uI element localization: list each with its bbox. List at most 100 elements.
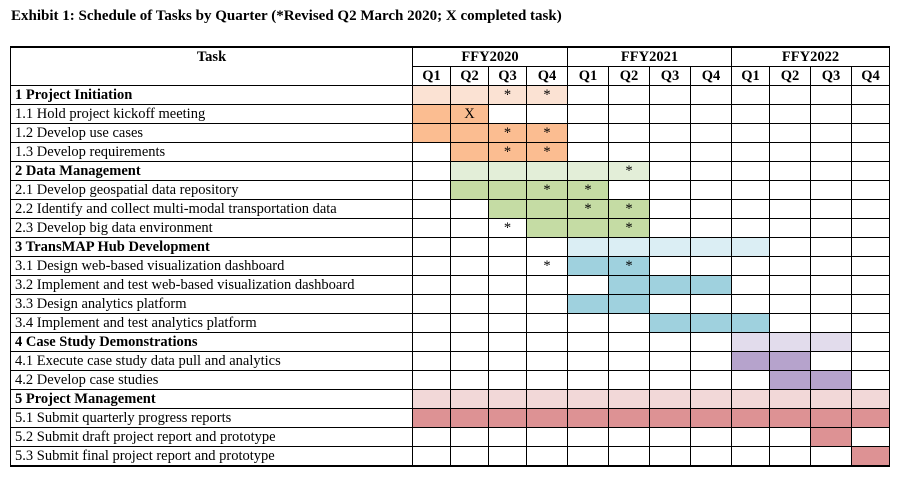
- quarter-cell: [488, 161, 527, 181]
- quarter-cell: [649, 85, 691, 105]
- quarter-cell: [810, 218, 852, 238]
- task-name: 5.2 Submit draft project report and prot…: [10, 427, 413, 447]
- task-name: 1.1 Hold project kickoff meeting: [10, 104, 413, 124]
- quarter-cell: [412, 161, 451, 181]
- quarter-cell: [488, 389, 527, 409]
- quarter-cell: [769, 161, 811, 181]
- quarter-cell: [450, 123, 489, 143]
- table-row: 2.1 Develop geospatial data repository * *: [10, 180, 890, 200]
- task-name: 5 Project Management: [10, 389, 413, 409]
- quarter-cell: [450, 370, 489, 390]
- exhibit-title: Exhibit 1: Schedule of Tasks by Quarter …: [11, 8, 562, 24]
- quarter-cell: [690, 123, 732, 143]
- quarter-cell: *: [567, 199, 609, 219]
- quarter-cell: [769, 180, 811, 200]
- quarter-cell: [851, 161, 890, 181]
- task-name: 4 Case Study Demonstrations: [10, 332, 413, 352]
- quarter-cell: [769, 256, 811, 276]
- quarter-cell: [526, 389, 568, 409]
- quarter-cell: [608, 142, 650, 162]
- quarter-cell: *: [526, 256, 568, 276]
- quarter-cell: [769, 237, 811, 257]
- quarter-cell: *: [567, 180, 609, 200]
- table-row: 3.4 Implement and test analytics platfor…: [10, 313, 890, 333]
- quarter-cell: [412, 427, 451, 447]
- quarter-cell: [412, 218, 451, 238]
- quarter-cell: [690, 237, 732, 257]
- quarter-cell: *: [608, 161, 650, 181]
- quarter-cell: [810, 427, 852, 447]
- quarter-cell: [526, 275, 568, 295]
- quarter-cell: [567, 427, 609, 447]
- quarter-cell: [810, 85, 852, 105]
- task-name: 3.2 Implement and test web-based visuali…: [10, 275, 413, 295]
- schedule-table: Task FFY2020 FFY2021 FFY2022 Q1 Q2 Q3 Q4…: [10, 46, 890, 467]
- quarter-cell: [690, 446, 732, 467]
- quarter-cell: [450, 408, 489, 428]
- quarter-cell: [851, 332, 890, 352]
- quarter-cell: [690, 256, 732, 276]
- quarter-cell: [608, 370, 650, 390]
- quarter-cell: [851, 389, 890, 409]
- table-row: 2 Data Management *: [10, 161, 890, 181]
- quarter-cell: [412, 199, 451, 219]
- quarter-cell: [851, 408, 890, 428]
- quarter-cell: [690, 218, 732, 238]
- quarter-cell: [649, 294, 691, 314]
- quarter-cell: [649, 427, 691, 447]
- quarter-cell: [731, 199, 770, 219]
- quarter-cell: [567, 85, 609, 105]
- quarter-cell: [731, 218, 770, 238]
- quarter-cell: [769, 313, 811, 333]
- quarter-cell: [412, 351, 451, 371]
- quarter-cell: [851, 256, 890, 276]
- quarter-cell: [851, 294, 890, 314]
- quarter-cell: [649, 142, 691, 162]
- quarter-cell: [412, 237, 451, 257]
- quarter-cell: [608, 332, 650, 352]
- quarter-cell: [526, 199, 568, 219]
- quarter-header: Q1: [731, 66, 770, 86]
- quarter-cell: [450, 256, 489, 276]
- quarter-cell: [488, 237, 527, 257]
- quarter-cell: [769, 294, 811, 314]
- quarter-cell: [567, 275, 609, 295]
- quarter-cell: [810, 180, 852, 200]
- table-row: 3.3 Design analytics platform: [10, 294, 890, 314]
- table-row: 2.2 Identify and collect multi-modal tra…: [10, 199, 890, 219]
- quarter-cell: [810, 199, 852, 219]
- table-row: 3 TransMAP Hub Development: [10, 237, 890, 257]
- quarter-cell: [731, 408, 770, 428]
- quarter-cell: [649, 332, 691, 352]
- quarter-cell: [731, 123, 770, 143]
- quarter-cell: [488, 427, 527, 447]
- task-name: 3.3 Design analytics platform: [10, 294, 413, 314]
- task-name: 2 Data Management: [10, 161, 413, 181]
- task-name: 5.1 Submit quarterly progress reports: [10, 408, 413, 428]
- quarter-cell: [608, 85, 650, 105]
- quarter-cell: *: [608, 218, 650, 238]
- table-row: 4.2 Develop case studies: [10, 370, 890, 390]
- quarter-cell: [567, 408, 609, 428]
- quarter-cell: [731, 294, 770, 314]
- table-row: 2.3 Develop big data environment * *: [10, 218, 890, 238]
- quarter-cell: [649, 408, 691, 428]
- task-name: 3.1 Design web-based visualization dashb…: [10, 256, 413, 276]
- quarter-cell: [731, 85, 770, 105]
- quarter-cell: [526, 446, 568, 467]
- quarter-cell: [526, 237, 568, 257]
- quarter-header: Q2: [769, 66, 811, 86]
- quarter-cell: [488, 275, 527, 295]
- quarter-cell: [567, 161, 609, 181]
- table-row: 4.1 Execute case study data pull and ana…: [10, 351, 890, 371]
- quarter-cell: [412, 123, 451, 143]
- table-row: 3.1 Design web-based visualization dashb…: [10, 256, 890, 276]
- quarter-cell: [649, 237, 691, 257]
- quarter-cell: [488, 199, 527, 219]
- quarter-cell: *: [608, 256, 650, 276]
- quarter-cell: [690, 142, 732, 162]
- year-header: FFY2021: [567, 46, 732, 67]
- quarter-cell: [608, 313, 650, 333]
- quarter-cell: [488, 104, 527, 124]
- quarter-cell: [649, 275, 691, 295]
